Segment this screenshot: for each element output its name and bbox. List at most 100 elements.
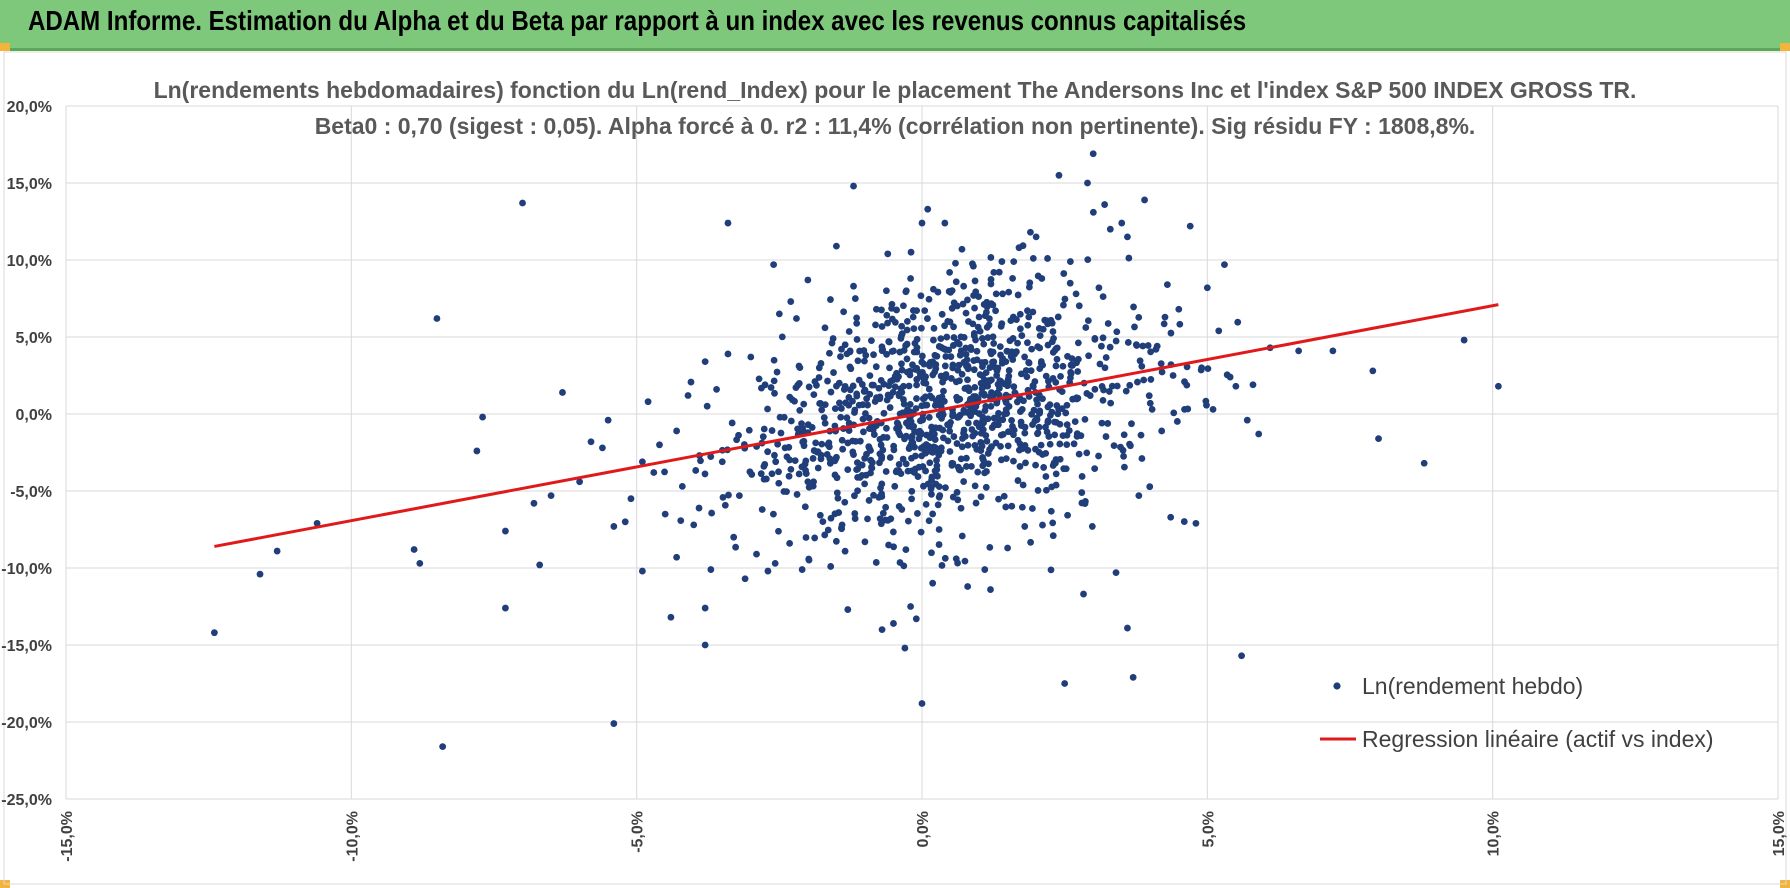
data-point	[950, 323, 957, 331]
data-point	[1099, 293, 1107, 301]
data-point	[677, 517, 685, 525]
data-point	[1033, 414, 1041, 422]
data-point	[937, 444, 945, 452]
data-point	[650, 469, 658, 476]
data-point	[938, 310, 946, 318]
data-point	[661, 510, 669, 518]
data-point	[987, 402, 995, 410]
data-point	[995, 495, 1002, 503]
data-point	[1106, 343, 1114, 351]
data-point	[559, 389, 566, 396]
data-point	[962, 309, 970, 317]
data-point	[1073, 394, 1080, 402]
data-point	[870, 491, 877, 499]
data-point	[917, 324, 925, 332]
data-point	[823, 451, 831, 458]
data-point	[868, 464, 876, 472]
data-point	[1141, 196, 1148, 204]
data-point	[886, 364, 893, 372]
data-point	[974, 395, 982, 403]
data-point	[725, 491, 732, 499]
data-point	[1051, 346, 1059, 354]
data-point	[804, 276, 812, 284]
data-point	[828, 339, 836, 347]
data-point	[793, 315, 800, 322]
data-point	[938, 562, 946, 569]
data-point	[960, 409, 968, 416]
data-point	[1329, 347, 1337, 355]
data-point	[957, 504, 965, 512]
data-point	[888, 348, 896, 355]
data-point	[1124, 339, 1132, 346]
data-point	[882, 287, 890, 295]
data-point	[1146, 483, 1154, 491]
data-point	[817, 455, 825, 463]
data-point	[1091, 385, 1099, 393]
data-point	[966, 406, 974, 414]
data-point	[1059, 432, 1067, 440]
data-point	[1052, 470, 1060, 478]
data-point	[761, 381, 769, 389]
data-point	[963, 463, 970, 470]
data-point	[1124, 233, 1131, 241]
data-point	[1005, 288, 1013, 296]
data-point	[1027, 367, 1035, 375]
data-point	[1035, 391, 1043, 399]
data-point	[988, 443, 995, 451]
data-point	[913, 395, 920, 402]
data-point	[1032, 461, 1039, 469]
data-point	[862, 410, 869, 417]
data-point	[883, 424, 890, 432]
data-point	[1082, 324, 1090, 331]
data-point	[908, 440, 916, 448]
data-point	[1005, 367, 1013, 374]
data-point	[882, 503, 890, 511]
data-point	[856, 347, 863, 355]
data-point	[875, 493, 883, 501]
data-point	[1203, 284, 1211, 292]
data-point	[952, 378, 960, 386]
x-tick-label: 0,0%	[915, 811, 932, 847]
data-point	[928, 549, 935, 557]
data-point	[1232, 382, 1240, 390]
y-tick-label: -20,0%	[1, 715, 52, 732]
data-point	[1460, 336, 1468, 344]
data-point	[1128, 420, 1135, 428]
y-tick-label: 20,0%	[7, 99, 52, 116]
data-point	[902, 287, 910, 295]
x-tick-label: 10,0%	[1486, 811, 1503, 856]
data-point	[990, 421, 998, 429]
data-point	[661, 468, 668, 476]
data-point	[861, 357, 868, 365]
data-point	[980, 340, 988, 348]
data-point	[1098, 419, 1106, 427]
data-point	[960, 282, 968, 290]
data-point	[924, 205, 932, 213]
data-point	[930, 324, 938, 332]
data-point	[952, 278, 960, 286]
data-point	[918, 358, 926, 366]
data-point	[821, 419, 829, 427]
data-point	[1124, 624, 1131, 632]
data-point	[1084, 179, 1091, 187]
data-point	[604, 416, 612, 424]
data-point	[922, 393, 929, 401]
data-point	[960, 429, 967, 437]
data-point	[673, 553, 681, 561]
data-point	[937, 372, 945, 380]
data-point	[811, 534, 819, 542]
data-point	[798, 427, 806, 434]
data-point	[1084, 256, 1092, 263]
data-point	[1034, 272, 1042, 280]
data-point	[783, 488, 790, 496]
data-point	[964, 441, 972, 449]
data-point	[1024, 446, 1032, 454]
data-point	[1019, 481, 1027, 489]
data-point	[934, 472, 941, 480]
data-point	[990, 340, 998, 347]
data-point	[701, 604, 709, 612]
data-point	[891, 383, 899, 391]
data-point	[885, 541, 892, 549]
data-point	[846, 347, 854, 355]
